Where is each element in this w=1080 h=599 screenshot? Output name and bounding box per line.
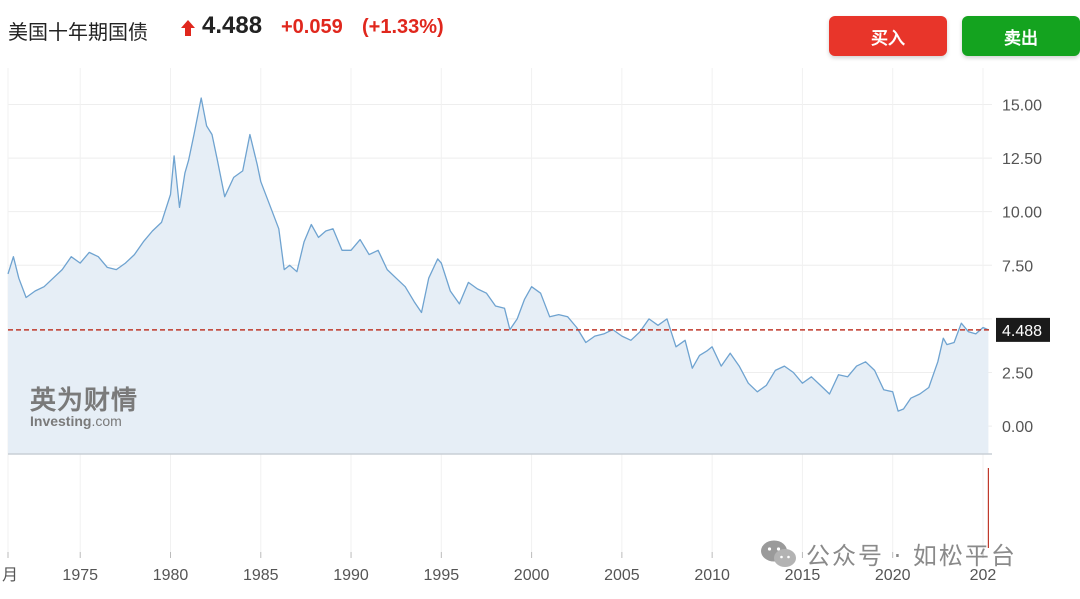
x-tick-label: 2015	[785, 567, 821, 584]
x-tick-label: 202	[970, 567, 997, 584]
current-price-tag-bg	[996, 317, 1050, 342]
yield-area	[8, 98, 989, 454]
x-tick-label: 月	[2, 567, 18, 584]
x-tick-label: 1975	[62, 567, 98, 584]
x-tick-label: 2020	[875, 567, 911, 584]
wechat-watermark: 公众号 · 如松平台	[760, 536, 1017, 571]
up-arrow-icon	[181, 20, 195, 36]
current-price-tag: 4.488	[996, 317, 1050, 342]
current-price: 4.488	[202, 12, 263, 39]
sell-button[interactable]: 卖出	[962, 16, 1080, 56]
y-axis-ticks: 0.00 2.50 7.50 10.00 12.50 15.00	[1002, 97, 1042, 436]
buy-button[interactable]: 买入	[829, 16, 947, 56]
yield-line	[7, 97, 989, 412]
logo-brand: Investing	[30, 413, 92, 429]
instrument-title: 美国十年期国债	[8, 20, 148, 44]
wechat-icon	[761, 540, 796, 567]
y-tick-label: 0.00	[1002, 419, 1033, 436]
header: 美国十年期国债 4.488 +0.059 (+1.33%) 买入 卖出	[0, 0, 1080, 60]
investing-logo: 英为财情 Investing.com	[30, 380, 138, 429]
x-tick-label: 2005	[604, 567, 640, 584]
x-tick-label: 1990	[333, 567, 369, 584]
x-tick-label: 1980	[153, 567, 189, 584]
y-tick-label: 12.50	[1002, 151, 1042, 168]
price-change-percent: (+1.33%)	[362, 16, 444, 38]
x-tick-label: 1995	[424, 567, 460, 584]
logo-chinese-text: 英为财情	[30, 386, 139, 416]
x-axis-ticks: 月 1975 1980 1985 1990 1995 2000 2005 2010 2015 202…	[2, 552, 996, 584]
current-price-tag-label: 4.488	[1002, 323, 1042, 340]
x-tick-label: 2010	[694, 567, 730, 584]
watermark-text: 公众号 · 如松平台	[806, 542, 1017, 570]
y-tick-label: 10.00	[1002, 205, 1042, 222]
y-tick-label: 15.00	[1002, 97, 1042, 114]
price-change: +0.059	[281, 16, 343, 38]
x-tick-label: 1985	[243, 567, 279, 584]
logo-english-text: Investing.com	[30, 413, 138, 429]
logo-domain: .com	[91, 413, 122, 429]
y-tick-label: 7.50	[1002, 258, 1033, 275]
y-tick-label: 2.50	[1002, 366, 1033, 383]
x-tick-label: 2000	[514, 567, 550, 584]
